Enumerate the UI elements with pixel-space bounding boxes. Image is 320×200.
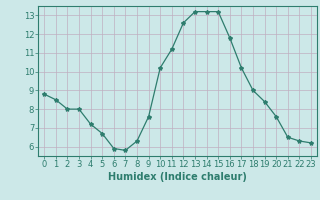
X-axis label: Humidex (Indice chaleur): Humidex (Indice chaleur): [108, 172, 247, 182]
